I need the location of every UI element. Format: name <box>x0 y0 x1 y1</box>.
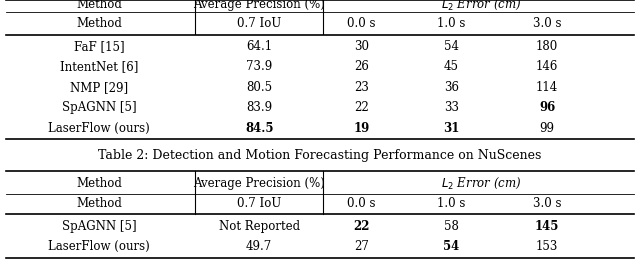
Text: 22: 22 <box>354 101 369 114</box>
Text: FaF [15]: FaF [15] <box>74 40 125 53</box>
Text: 84.5: 84.5 <box>245 122 273 135</box>
Text: Average Precision (%): Average Precision (%) <box>193 0 325 10</box>
Text: 153: 153 <box>536 240 558 253</box>
Text: 99: 99 <box>540 122 555 135</box>
Text: 114: 114 <box>536 81 558 94</box>
Text: 54: 54 <box>443 240 460 253</box>
Text: 80.5: 80.5 <box>246 81 272 94</box>
Text: 146: 146 <box>536 61 558 73</box>
Text: $L_2$ Error (cm): $L_2$ Error (cm) <box>442 176 522 191</box>
Text: Method: Method <box>76 198 122 210</box>
Text: 30: 30 <box>354 40 369 53</box>
Text: 58: 58 <box>444 221 459 233</box>
Text: 0.7 IoU: 0.7 IoU <box>237 198 282 210</box>
Text: 26: 26 <box>354 61 369 73</box>
Text: Average Precision (%): Average Precision (%) <box>193 177 325 189</box>
Text: 3.0 s: 3.0 s <box>533 198 561 210</box>
Text: Not Reported: Not Reported <box>219 221 300 233</box>
Text: 27: 27 <box>354 240 369 253</box>
Text: 83.9: 83.9 <box>246 101 272 114</box>
Text: 64.1: 64.1 <box>246 40 272 53</box>
Text: 33: 33 <box>444 101 459 114</box>
Text: 180: 180 <box>536 40 558 53</box>
Text: SpAGNN [5]: SpAGNN [5] <box>62 101 136 114</box>
Text: 23: 23 <box>354 81 369 94</box>
Text: 49.7: 49.7 <box>246 240 273 253</box>
Text: 0.0 s: 0.0 s <box>348 198 376 210</box>
Text: 22: 22 <box>353 221 370 233</box>
Text: Table 2: Detection and Motion Forecasting Performance on NuScenes: Table 2: Detection and Motion Forecastin… <box>99 149 541 162</box>
Text: Method: Method <box>76 0 122 10</box>
Text: 73.9: 73.9 <box>246 61 273 73</box>
Text: IntentNet [6]: IntentNet [6] <box>60 61 138 73</box>
Text: LaserFlow (ours): LaserFlow (ours) <box>49 240 150 253</box>
Text: 36: 36 <box>444 81 459 94</box>
Text: 1.0 s: 1.0 s <box>437 198 465 210</box>
Text: SpAGNN [5]: SpAGNN [5] <box>62 221 136 233</box>
Text: 145: 145 <box>535 221 559 233</box>
Text: 31: 31 <box>443 122 460 135</box>
Text: NMP [29]: NMP [29] <box>70 81 128 94</box>
Text: Method: Method <box>76 17 122 30</box>
Text: 1.0 s: 1.0 s <box>437 17 465 30</box>
Text: 54: 54 <box>444 40 459 53</box>
Text: Method: Method <box>76 177 122 189</box>
Text: 3.0 s: 3.0 s <box>533 17 561 30</box>
Text: LaserFlow (ours): LaserFlow (ours) <box>49 122 150 135</box>
Text: 45: 45 <box>444 61 459 73</box>
Text: 0.0 s: 0.0 s <box>348 17 376 30</box>
Text: 19: 19 <box>353 122 370 135</box>
Text: $L_2$ Error (cm): $L_2$ Error (cm) <box>442 0 522 12</box>
Text: 0.7 IoU: 0.7 IoU <box>237 17 282 30</box>
Text: 96: 96 <box>539 101 556 114</box>
